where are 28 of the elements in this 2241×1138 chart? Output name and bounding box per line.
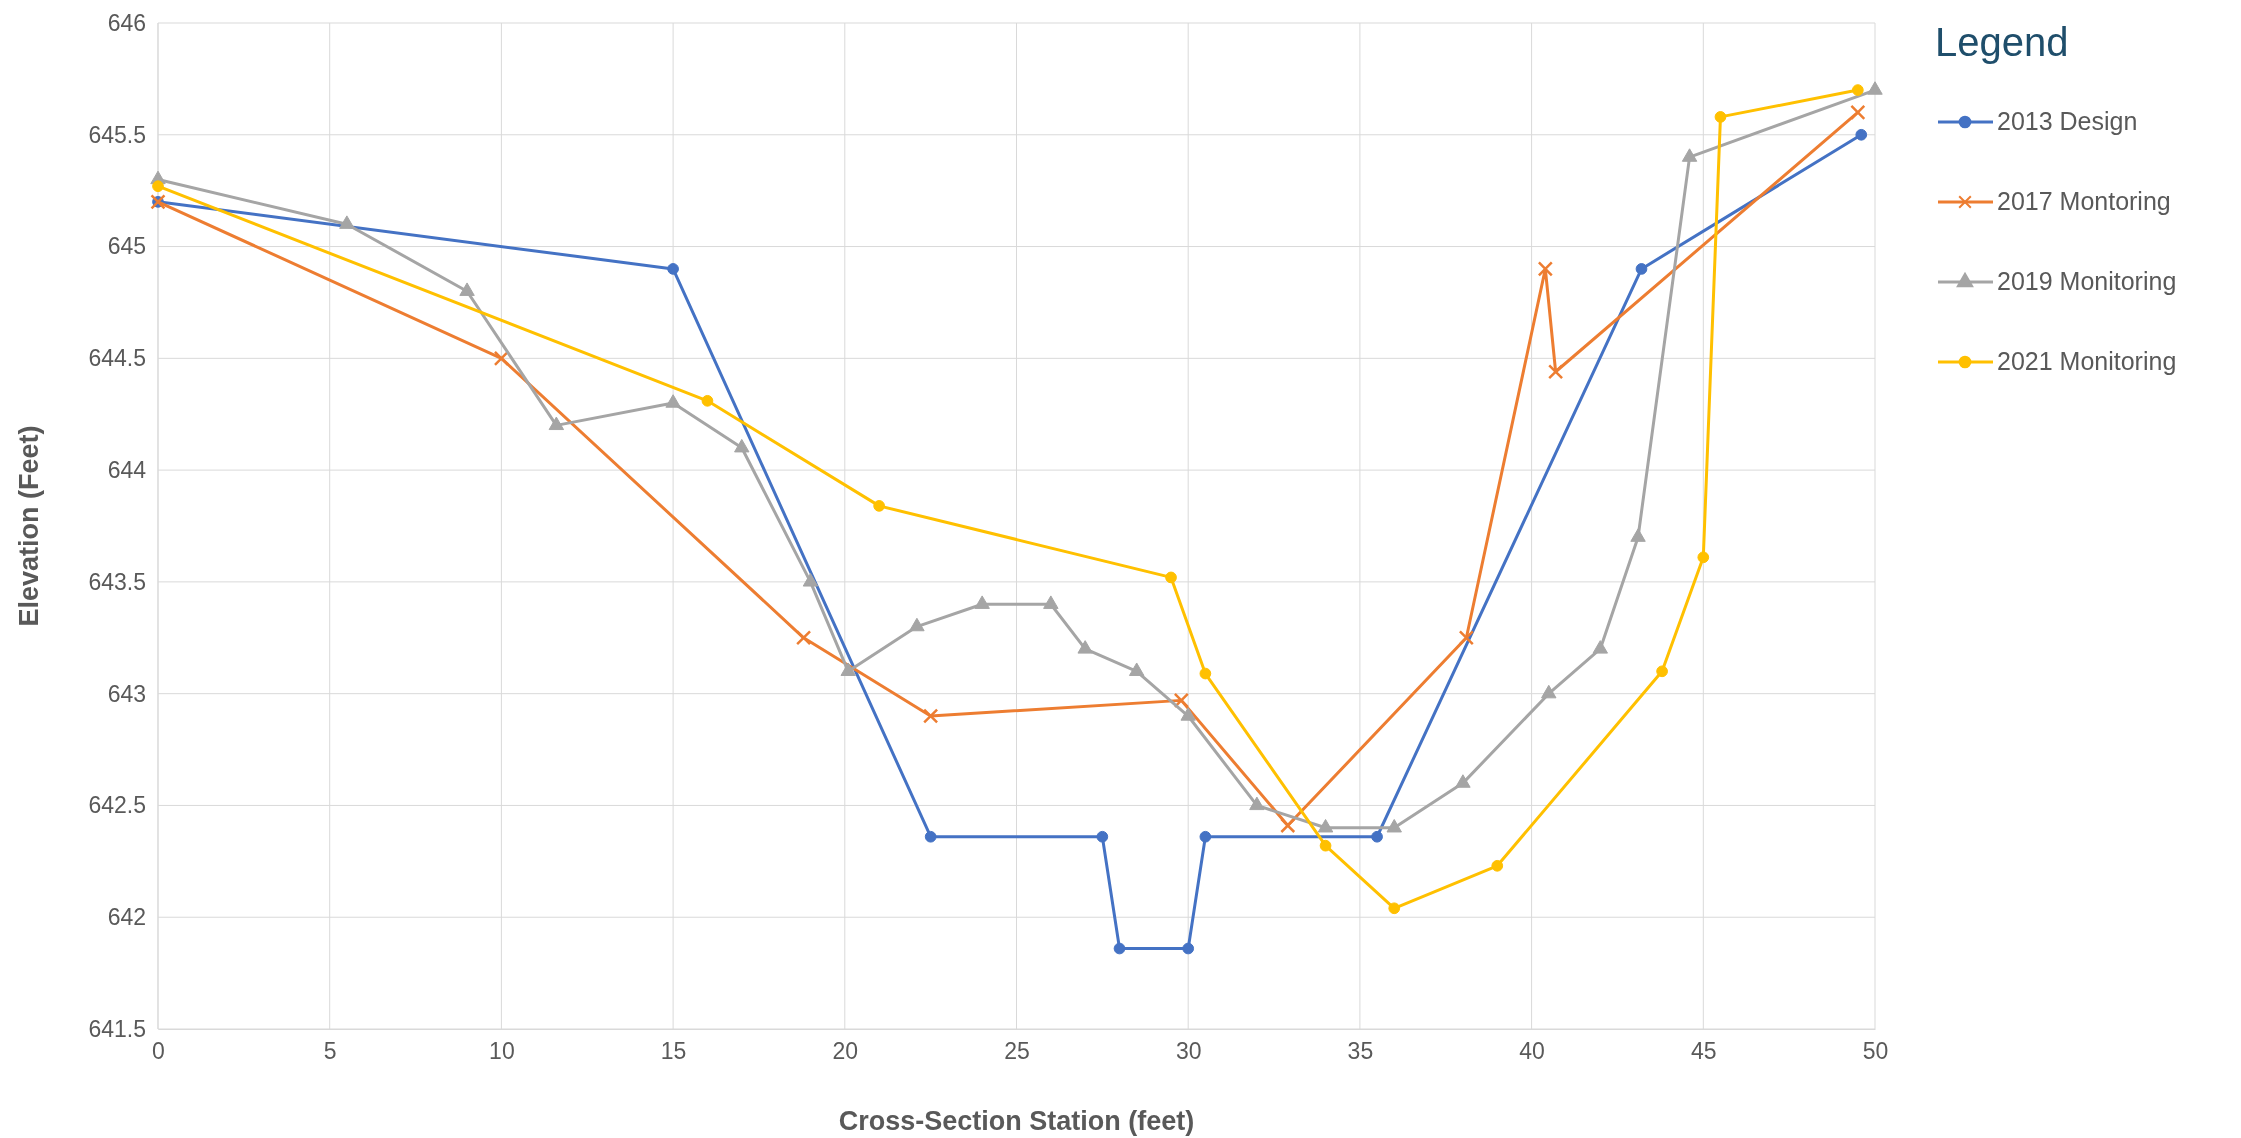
y-tick-label: 643	[107, 680, 146, 707]
legend-label: 2017 Montoring	[1997, 187, 2171, 215]
legend-label: 2019 Monitoring	[1997, 267, 2177, 295]
y-tick-label: 646	[107, 9, 146, 36]
x-tick-label: 45	[1691, 1038, 1717, 1065]
y-tick-label: 641.5	[88, 1015, 146, 1042]
x-tick-label: 0	[152, 1038, 165, 1065]
x-tick-label: 35	[1347, 1038, 1374, 1065]
x-tick-label: 5	[323, 1038, 337, 1065]
x-tick-label: 50	[1862, 1038, 1889, 1065]
x-tick-label: 30	[1175, 1038, 1202, 1065]
y-tick-label: 642.5	[88, 792, 146, 819]
x-tick-label: 40	[1519, 1038, 1545, 1065]
legend-title: Legend	[1935, 20, 2069, 64]
x-axis-title: Cross-Section Station (feet)	[838, 1106, 1195, 1136]
y-axis-title: Elevation (Feet)	[14, 425, 44, 627]
x-tick-label: 25	[1004, 1038, 1030, 1065]
x-tick-label: 10	[489, 1038, 515, 1065]
y-tick-label: 643.5	[88, 568, 146, 595]
y-tick-label: 645.5	[88, 121, 146, 148]
legend-label: 2021 Monitoring	[1997, 347, 2177, 375]
y-tick-label: 644.5	[88, 345, 146, 372]
y-tick-label: 642	[107, 904, 146, 931]
y-tick-label: 644	[107, 456, 147, 483]
legend-label: 2013 Design	[1997, 107, 2138, 135]
x-tick-label: 20	[832, 1038, 859, 1065]
x-tick-label: 15	[660, 1038, 687, 1065]
y-tick-label: 645	[107, 233, 146, 260]
